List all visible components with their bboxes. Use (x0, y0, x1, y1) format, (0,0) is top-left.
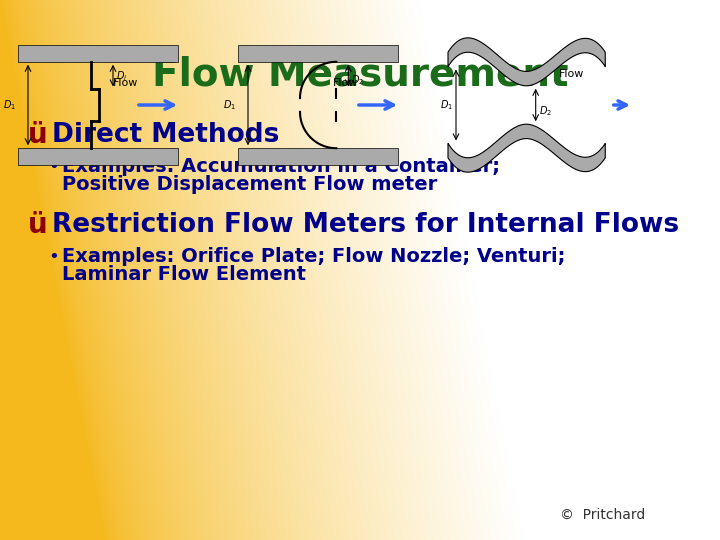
Text: •: • (48, 248, 59, 266)
Text: Direct Methods: Direct Methods (52, 122, 279, 148)
Text: $D_2$: $D_2$ (539, 104, 552, 118)
Text: Flow: Flow (333, 78, 359, 89)
Bar (18, 148, 178, 165)
Text: Flow Measurement: Flow Measurement (152, 56, 568, 94)
Text: ü: ü (28, 121, 48, 149)
Bar (238, 45, 398, 62)
Text: Examples: Orifice Plate; Flow Nozzle; Venturi;: Examples: Orifice Plate; Flow Nozzle; Ve… (62, 247, 565, 267)
Text: $D_2$: $D_2$ (351, 73, 364, 87)
Text: Restriction Flow Meters for Internal Flows: Restriction Flow Meters for Internal Flo… (52, 212, 679, 238)
Text: $D_1$: $D_1$ (223, 98, 236, 112)
Text: ü: ü (28, 211, 48, 239)
Text: Examples: Accumulation in a Container;: Examples: Accumulation in a Container; (62, 158, 500, 177)
Text: Laminar Flow Element: Laminar Flow Element (62, 266, 306, 285)
Text: Flow: Flow (113, 78, 138, 89)
Text: •: • (48, 158, 59, 176)
Polygon shape (448, 124, 606, 172)
Bar (18, 45, 178, 62)
Text: $D_1$: $D_1$ (440, 98, 453, 112)
Bar (238, 148, 398, 165)
Text: $D_i$: $D_i$ (116, 69, 127, 83)
Text: $D_1$: $D_1$ (3, 98, 16, 112)
Text: Positive Displacement Flow meter: Positive Displacement Flow meter (62, 176, 437, 194)
Text: Flow: Flow (559, 69, 585, 79)
Text: ©  Pritchard: © Pritchard (560, 508, 645, 522)
Polygon shape (448, 38, 606, 86)
